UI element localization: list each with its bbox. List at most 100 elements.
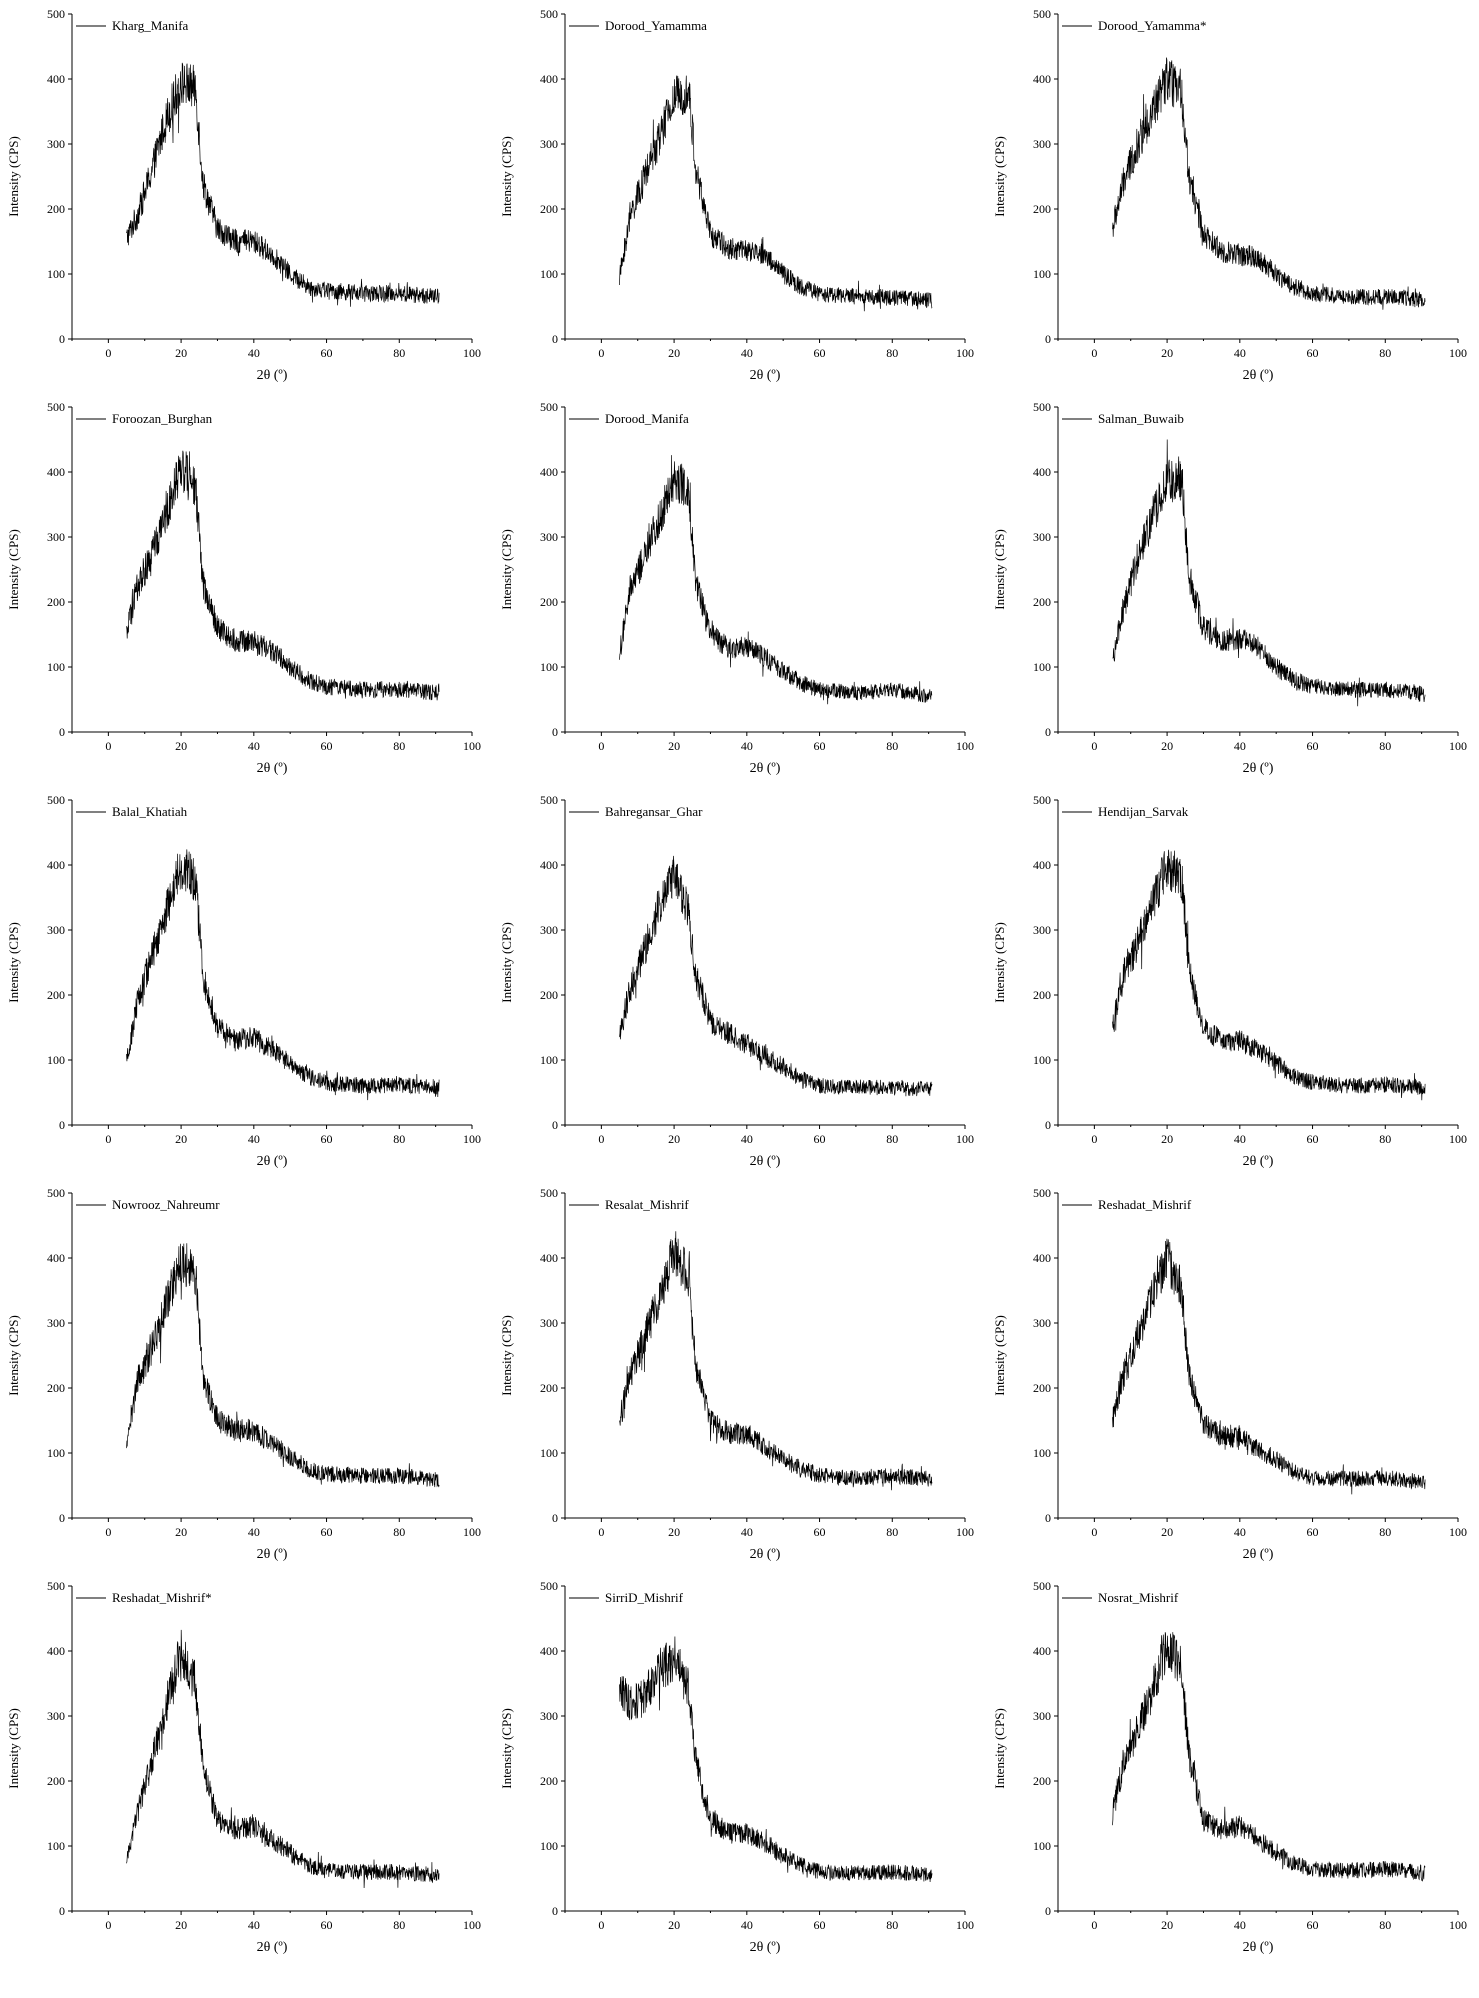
y-tick-label: 200 xyxy=(47,202,65,216)
x-tick-label: 20 xyxy=(668,1525,680,1539)
x-tick-label: 100 xyxy=(956,346,974,360)
x-tick-label: 60 xyxy=(321,1132,333,1146)
y-tick-label: 500 xyxy=(47,1579,65,1593)
x-tick-label: 100 xyxy=(956,1918,974,1932)
y-axis-label: Intensity (CPS) xyxy=(992,1315,1007,1396)
y-tick-label: 100 xyxy=(47,1053,65,1067)
xrd-chart: 0 100 200 300 400 500 0 20 40 60 80 100 2θ (º) Intens… xyxy=(499,793,974,1169)
x-tick-label: 20 xyxy=(668,346,680,360)
legend-label: Reshadat_Mishrif xyxy=(1098,1197,1192,1212)
x-tick-label: 20 xyxy=(668,1918,680,1932)
y-tick-label: 200 xyxy=(540,988,558,1002)
y-tick-label: 100 xyxy=(47,267,65,281)
y-tick-label: 400 xyxy=(1033,858,1051,872)
x-tick-label: 80 xyxy=(1379,1918,1391,1932)
chart-panel-sirrid-mishrif: 0 100 200 300 400 500 0 20 40 60 80 100 2θ (º) Intens… xyxy=(493,1572,986,1965)
chart-panel-dorood-yamamma-: 0 100 200 300 400 500 0 20 40 60 80 100 2θ (º) Intens… xyxy=(986,0,1479,393)
x-tick-label: 40 xyxy=(741,346,753,360)
y-tick-label: 0 xyxy=(552,1118,558,1132)
y-tick-label: 400 xyxy=(1033,465,1051,479)
y-axis-label: Intensity (CPS) xyxy=(499,529,514,610)
series-line xyxy=(126,1629,440,1889)
x-tick-label: 80 xyxy=(393,1132,405,1146)
x-tick-label: 0 xyxy=(598,739,604,753)
x-tick-label: 100 xyxy=(1449,1918,1467,1932)
series-line xyxy=(1112,439,1426,707)
legend-label: Resalat_Mishrif xyxy=(605,1197,689,1212)
y-tick-label: 300 xyxy=(540,137,558,151)
y-tick-label: 0 xyxy=(59,1511,65,1525)
chart-panel-hendijan-sarvak: 0 100 200 300 400 500 0 20 40 60 80 100 2θ (º) Intens… xyxy=(986,786,1479,1179)
y-tick-label: 200 xyxy=(47,1381,65,1395)
y-axis-label: Intensity (CPS) xyxy=(6,529,21,610)
x-tick-label: 60 xyxy=(321,1525,333,1539)
y-tick-label: 300 xyxy=(47,1316,65,1330)
y-tick-label: 500 xyxy=(47,1186,65,1200)
x-tick-label: 20 xyxy=(175,1918,187,1932)
chart-panel-reshadat-mishrif: 0 100 200 300 400 500 0 20 40 60 80 100 2θ (º) Intens… xyxy=(986,1179,1479,1572)
x-tick-label: 20 xyxy=(1161,739,1173,753)
y-tick-label: 0 xyxy=(59,332,65,346)
y-axis-label: Intensity (CPS) xyxy=(499,1708,514,1789)
series-line xyxy=(1112,1238,1426,1495)
y-tick-label: 0 xyxy=(1045,332,1051,346)
y-tick-label: 400 xyxy=(540,1251,558,1265)
x-tick-label: 20 xyxy=(175,739,187,753)
y-tick-label: 500 xyxy=(1033,1186,1051,1200)
y-tick-label: 0 xyxy=(1045,725,1051,739)
y-tick-label: 500 xyxy=(47,7,65,21)
y-tick-label: 300 xyxy=(1033,1316,1051,1330)
y-tick-label: 100 xyxy=(47,1839,65,1853)
y-tick-label: 0 xyxy=(1045,1904,1051,1918)
x-tick-label: 0 xyxy=(598,1525,604,1539)
y-axis-label: Intensity (CPS) xyxy=(499,922,514,1003)
y-tick-label: 0 xyxy=(552,725,558,739)
series-line xyxy=(619,1636,933,1883)
x-axis-label: 2θ (º) xyxy=(257,1940,288,1955)
y-tick-label: 200 xyxy=(540,202,558,216)
x-tick-label: 80 xyxy=(886,346,898,360)
xrd-chart: 0 100 200 300 400 500 0 20 40 60 80 100 2θ (º) Intens… xyxy=(499,7,974,383)
y-tick-label: 0 xyxy=(59,725,65,739)
legend-label: Nosrat_Mishrif xyxy=(1098,1590,1179,1605)
x-tick-label: 0 xyxy=(105,1132,111,1146)
x-tick-label: 80 xyxy=(886,1918,898,1932)
x-tick-label: 20 xyxy=(1161,1918,1173,1932)
x-tick-label: 80 xyxy=(393,1525,405,1539)
y-tick-label: 300 xyxy=(47,923,65,937)
y-axis-label: Intensity (CPS) xyxy=(992,136,1007,217)
x-tick-label: 40 xyxy=(248,739,260,753)
y-axis-label: Intensity (CPS) xyxy=(6,922,21,1003)
x-tick-label: 20 xyxy=(668,1132,680,1146)
legend-label: Salman_Buwaib xyxy=(1098,411,1184,426)
x-tick-label: 40 xyxy=(248,1525,260,1539)
y-tick-label: 300 xyxy=(540,923,558,937)
x-tick-label: 40 xyxy=(741,1132,753,1146)
x-tick-label: 80 xyxy=(1379,739,1391,753)
x-axis-label: 2θ (º) xyxy=(257,368,288,383)
x-axis-label: 2θ (º) xyxy=(257,761,288,776)
series-line xyxy=(619,455,933,705)
x-tick-label: 100 xyxy=(463,739,481,753)
x-tick-label: 60 xyxy=(1307,1132,1319,1146)
y-tick-label: 200 xyxy=(540,1381,558,1395)
x-tick-label: 60 xyxy=(321,739,333,753)
legend-label: Dorood_Manifa xyxy=(605,411,689,426)
y-tick-label: 100 xyxy=(1033,1053,1051,1067)
y-tick-label: 400 xyxy=(47,1644,65,1658)
series-line xyxy=(1112,849,1426,1101)
legend-label: Dorood_Yamamma xyxy=(605,18,707,33)
xrd-chart: 0 100 200 300 400 500 0 20 40 60 80 100 2θ (º) Intens… xyxy=(6,1186,481,1562)
y-tick-label: 300 xyxy=(1033,137,1051,151)
legend-label: Nowrooz_Nahreumr xyxy=(112,1197,220,1212)
x-tick-label: 0 xyxy=(1091,739,1097,753)
y-tick-label: 400 xyxy=(540,465,558,479)
x-axis-label: 2θ (º) xyxy=(257,1154,288,1169)
y-tick-label: 200 xyxy=(47,595,65,609)
x-axis-label: 2θ (º) xyxy=(1243,1940,1274,1955)
y-tick-label: 200 xyxy=(1033,202,1051,216)
x-tick-label: 40 xyxy=(248,346,260,360)
y-tick-label: 500 xyxy=(540,793,558,807)
y-tick-label: 400 xyxy=(1033,72,1051,86)
x-tick-label: 0 xyxy=(598,1918,604,1932)
